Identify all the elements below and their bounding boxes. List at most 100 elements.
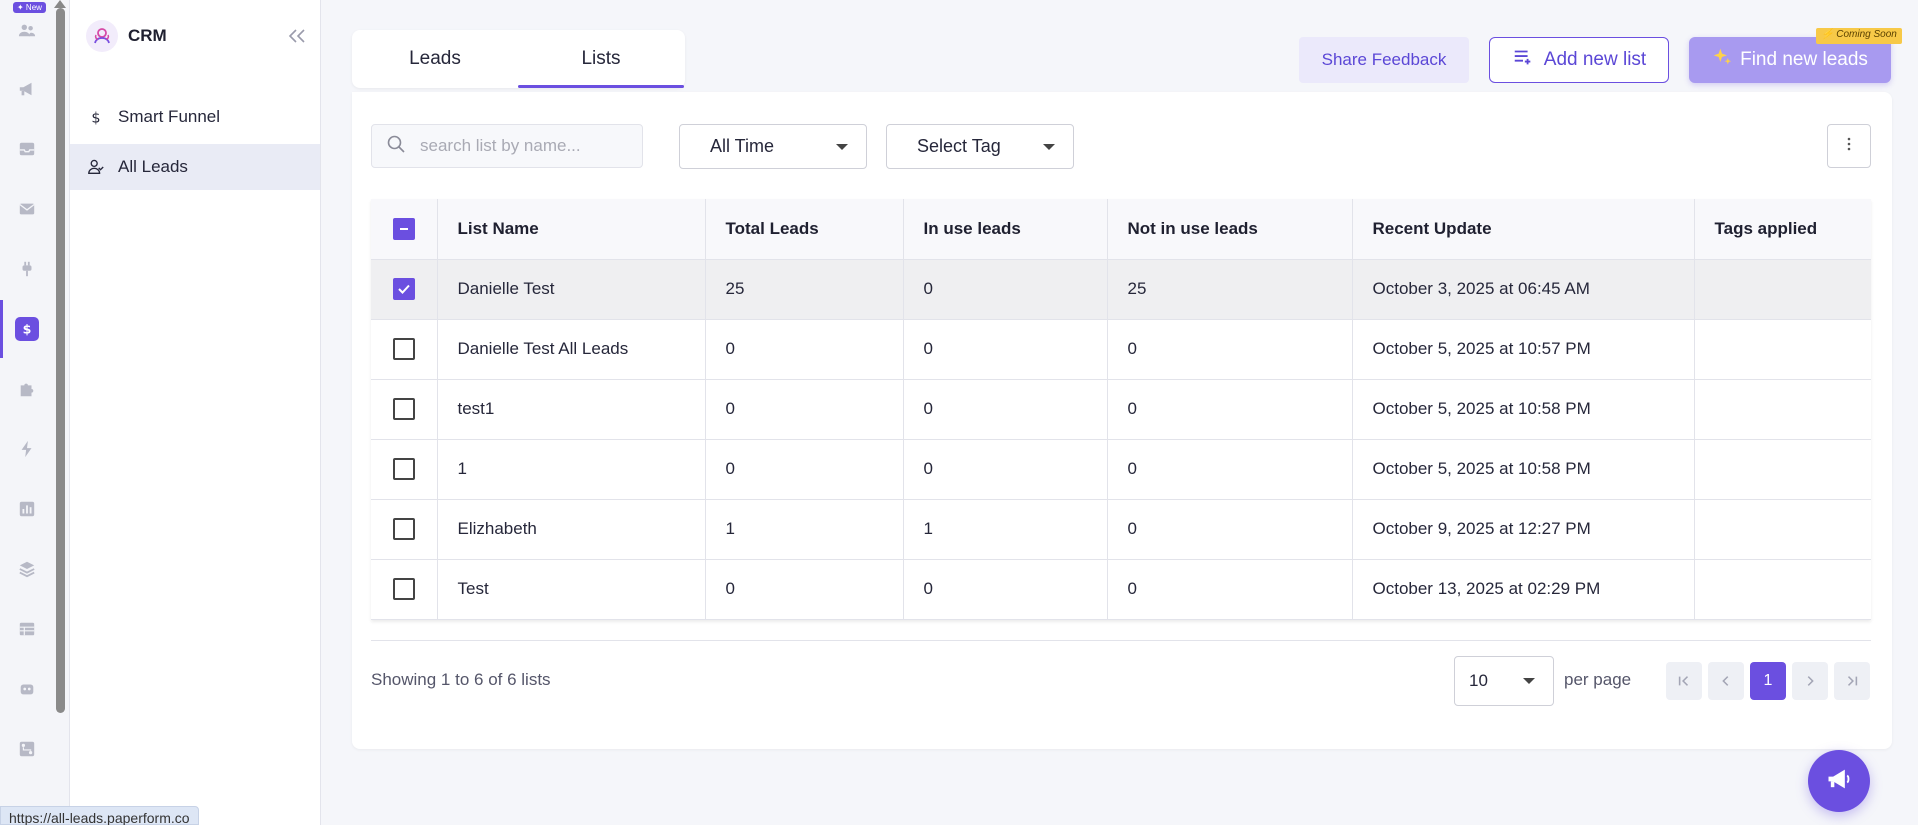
time-filter-dropdown[interactable]: All Time [679, 124, 867, 169]
users-icon [86, 158, 106, 176]
not-in-use-leads-cell: 0 [1107, 559, 1353, 620]
row-checkbox[interactable] [393, 338, 415, 360]
indeterminate-icon [400, 227, 408, 230]
tags-applied-cell [1694, 259, 1871, 320]
megaphone-icon[interactable] [15, 77, 39, 101]
workflow-icon[interactable] [15, 737, 39, 761]
column-header-total-leads[interactable]: Total Leads [705, 199, 904, 260]
sidebar-item-smart-funnel[interactable]: $ Smart Funnel [70, 94, 320, 140]
dollar-icon: $ [86, 108, 106, 126]
sidebar-item-all-leads[interactable]: All Leads [70, 144, 320, 190]
tab-leads[interactable]: Leads [409, 48, 461, 69]
share-feedback-label: Share Feedback [1321, 50, 1447, 69]
bolt-icon[interactable] [15, 437, 39, 461]
chart-icon[interactable] [15, 497, 39, 521]
row-checkbox[interactable] [393, 458, 415, 480]
collapse-sidebar-icon[interactable] [286, 26, 308, 46]
table-row[interactable]: 1 0 0 0 October 5, 2025 at 10:58 PM [371, 439, 1871, 500]
row-checkbox[interactable] [393, 278, 415, 300]
row-checkbox[interactable] [393, 518, 415, 540]
column-header-not-in-use-leads[interactable]: Not in use leads [1107, 199, 1353, 260]
recent-update-cell: October 3, 2025 at 06:45 AM [1352, 259, 1695, 320]
in-use-leads-cell: 1 [903, 499, 1108, 560]
row-checkbox[interactable] [393, 398, 415, 420]
users-icon[interactable] [15, 18, 39, 42]
table-header-row: List Name Total Leads In use leads Not i… [371, 199, 1871, 260]
find-new-leads-button[interactable]: Find new leads [1689, 37, 1891, 83]
rail-active-indicator [0, 300, 3, 358]
kebab-menu-icon [1846, 136, 1852, 157]
plug-icon[interactable] [15, 257, 39, 281]
in-use-leads-cell: 0 [903, 559, 1108, 620]
per-page-select[interactable]: 10 [1454, 656, 1554, 706]
list-name-cell[interactable]: Test [437, 559, 706, 620]
row-select-cell [371, 379, 438, 440]
table-icon[interactable] [15, 617, 39, 641]
tab-lists[interactable]: Lists [518, 30, 684, 88]
in-use-leads-cell: 0 [903, 379, 1108, 440]
total-leads-cell: 0 [705, 559, 904, 620]
tags-applied-cell [1694, 559, 1871, 620]
more-options-button[interactable] [1827, 124, 1871, 168]
bot-icon[interactable] [15, 677, 39, 701]
brand: CRM [86, 20, 167, 52]
last-page-icon [1847, 676, 1858, 686]
tag-filter-dropdown[interactable]: Select Tag [886, 124, 1074, 169]
column-header-recent-update[interactable]: Recent Update [1352, 199, 1695, 260]
share-feedback-button[interactable]: Share Feedback [1299, 37, 1469, 83]
announcement-fab-button[interactable] [1808, 750, 1870, 812]
lists-panel: All Time Select Tag List Name Total Lead… [352, 92, 1892, 749]
column-header-tags-applied[interactable]: Tags applied [1694, 199, 1871, 260]
next-page-button[interactable] [1792, 662, 1828, 700]
mail-icon[interactable] [15, 197, 39, 221]
tags-applied-cell [1694, 439, 1871, 500]
list-name-cell[interactable]: Elizhabeth [437, 499, 706, 560]
previous-page-button[interactable] [1708, 662, 1744, 700]
last-page-button[interactable] [1834, 662, 1870, 700]
list-name-cell[interactable]: Danielle Test All Leads [437, 319, 706, 380]
table-row[interactable]: Test 0 0 0 October 13, 2025 at 02:29 PM [371, 559, 1871, 620]
recent-update-cell: October 5, 2025 at 10:57 PM [1352, 319, 1695, 380]
search-input[interactable] [420, 136, 620, 156]
total-leads-cell: 0 [705, 379, 904, 440]
list-name-cell[interactable]: 1 [437, 439, 706, 500]
not-in-use-leads-cell: 0 [1107, 319, 1353, 380]
puzzle-icon[interactable] [15, 377, 39, 401]
scroll-up-arrow[interactable] [54, 0, 66, 8]
sidebar: CRM $ Smart Funnel All Leads [70, 0, 321, 825]
layers-icon[interactable] [15, 557, 39, 581]
view-tabs: Leads Lists [352, 30, 685, 88]
page-1-button[interactable]: 1 [1750, 662, 1786, 700]
dollar-icon[interactable]: $ [15, 317, 39, 341]
row-checkbox[interactable] [393, 578, 415, 600]
coming-soon-badge: ⚡ Coming Soon [1816, 28, 1902, 44]
add-new-list-button[interactable]: Add new list [1489, 37, 1669, 83]
table-row[interactable]: test1 0 0 0 October 5, 2025 at 10:58 PM [371, 379, 1871, 440]
footer-divider [371, 640, 1871, 641]
search-box[interactable] [371, 124, 643, 168]
table-row[interactable]: Danielle Test 25 0 25 October 3, 2025 at… [371, 259, 1871, 320]
status-bar-url: https://all-leads.paperform.co [0, 806, 199, 825]
not-in-use-leads-cell: 25 [1107, 259, 1353, 320]
chevron-right-icon [1807, 676, 1814, 686]
tags-applied-cell [1694, 499, 1871, 560]
in-use-leads-cell: 0 [903, 439, 1108, 500]
recent-update-cell: October 5, 2025 at 10:58 PM [1352, 439, 1695, 500]
rail-scrollbar[interactable] [56, 8, 65, 713]
total-leads-cell: 0 [705, 439, 904, 500]
table-row[interactable]: Elizhabeth 1 1 0 October 9, 2025 at 12:2… [371, 499, 1871, 560]
inbox-icon[interactable] [15, 137, 39, 161]
in-use-leads-cell: 0 [903, 259, 1108, 320]
check-icon [398, 284, 410, 294]
column-header-list-name[interactable]: List Name [437, 199, 706, 260]
select-all-checkbox[interactable] [393, 217, 415, 240]
row-select-cell [371, 259, 438, 320]
total-leads-cell: 25 [705, 259, 904, 320]
column-header-in-use-leads[interactable]: In use leads [903, 199, 1108, 260]
table-row[interactable]: Danielle Test All Leads 0 0 0 October 5,… [371, 319, 1871, 380]
svg-text:$: $ [91, 110, 100, 126]
first-page-button[interactable] [1666, 662, 1702, 700]
row-select-cell [371, 439, 438, 500]
list-name-cell[interactable]: Danielle Test [437, 259, 706, 320]
list-name-cell[interactable]: test1 [437, 379, 706, 440]
